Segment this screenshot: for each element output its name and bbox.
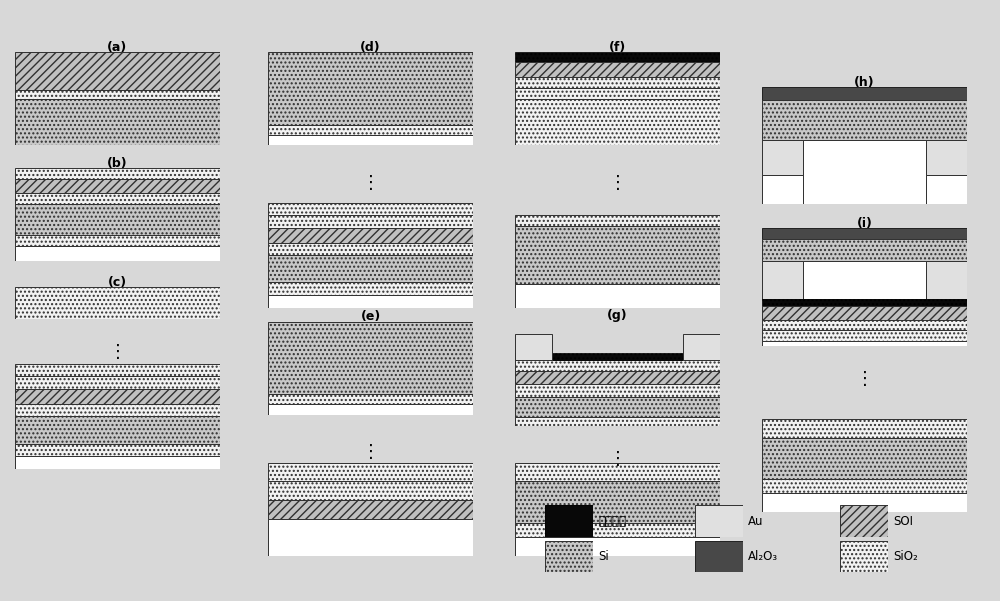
Text: (d): (d) [360, 41, 381, 54]
Text: Al₂O₃: Al₂O₃ [748, 550, 778, 563]
Text: Si: Si [598, 550, 609, 563]
Text: ⋮: ⋮ [608, 174, 626, 192]
Bar [268, 394, 473, 404]
Bar [268, 203, 473, 215]
Text: (c): (c) [108, 276, 127, 289]
Text: SOI: SOI [893, 514, 913, 528]
Bar [515, 52, 720, 62]
Bar [268, 481, 473, 500]
Bar [268, 52, 473, 125]
Bar [268, 243, 473, 255]
Bar [515, 334, 552, 361]
Bar [926, 140, 967, 175]
Text: (i): (i) [857, 217, 872, 230]
Text: ⋮: ⋮ [108, 343, 126, 361]
Text: Au: Au [748, 514, 764, 528]
Bar [515, 61, 720, 78]
Bar [515, 537, 720, 556]
Bar [268, 125, 473, 135]
Text: 超导材料: 超导材料 [598, 514, 626, 528]
Bar [15, 180, 220, 194]
Bar [15, 389, 220, 404]
Bar [762, 419, 967, 438]
Bar [268, 228, 473, 242]
Bar [762, 239, 967, 261]
Bar [15, 204, 220, 236]
Bar [762, 331, 967, 341]
Bar [515, 284, 720, 308]
Text: (g): (g) [607, 309, 628, 322]
Bar [762, 261, 803, 299]
Bar [15, 404, 220, 416]
Text: ⋮: ⋮ [362, 174, 380, 192]
Text: (a): (a) [107, 41, 128, 54]
Bar [268, 463, 473, 481]
Bar [268, 404, 473, 415]
Bar [926, 175, 967, 204]
Bar [268, 500, 473, 519]
Bar [762, 299, 967, 306]
Text: ⋮: ⋮ [362, 443, 380, 461]
Bar [762, 480, 967, 493]
Bar [515, 226, 720, 284]
Bar [803, 140, 926, 204]
Bar [268, 519, 473, 556]
Text: ⋮: ⋮ [856, 370, 874, 388]
Text: (f): (f) [609, 41, 626, 54]
Bar [268, 255, 473, 282]
Bar [268, 135, 473, 145]
Bar [515, 385, 720, 397]
Bar [15, 90, 220, 99]
Bar [15, 456, 220, 469]
Bar [515, 88, 720, 99]
Bar [515, 481, 720, 523]
Bar [268, 282, 473, 295]
Bar [515, 78, 720, 88]
Bar [15, 444, 220, 456]
Bar [762, 320, 967, 331]
Bar [515, 523, 720, 537]
Bar [268, 322, 473, 394]
Bar [15, 194, 220, 204]
Bar [515, 417, 720, 426]
Text: (h): (h) [854, 76, 875, 89]
Text: (b): (b) [107, 157, 128, 170]
Bar [803, 261, 926, 299]
Bar [15, 52, 220, 90]
Bar [762, 306, 967, 320]
Bar [762, 341, 967, 346]
Bar [15, 246, 220, 261]
Bar [762, 175, 803, 204]
Bar [268, 215, 473, 228]
Bar [683, 334, 720, 361]
Bar [15, 376, 220, 389]
Bar [15, 236, 220, 246]
Bar [515, 353, 720, 361]
Bar [762, 493, 967, 512]
Bar [15, 99, 220, 145]
Bar [515, 215, 720, 226]
Text: ⋮: ⋮ [608, 450, 626, 468]
Bar [762, 87, 967, 100]
Bar [762, 100, 967, 140]
Bar [515, 463, 720, 481]
Bar [762, 228, 967, 239]
Bar [926, 261, 967, 299]
Bar [515, 361, 720, 371]
Bar [15, 168, 220, 180]
Bar [15, 364, 220, 376]
Bar [762, 140, 803, 175]
Bar [268, 295, 473, 308]
Bar [762, 438, 967, 480]
Text: (e): (e) [360, 310, 381, 323]
Text: SiO₂: SiO₂ [893, 550, 918, 563]
Bar [15, 416, 220, 444]
Bar [515, 397, 720, 417]
Bar [515, 99, 720, 145]
Bar [515, 371, 720, 385]
